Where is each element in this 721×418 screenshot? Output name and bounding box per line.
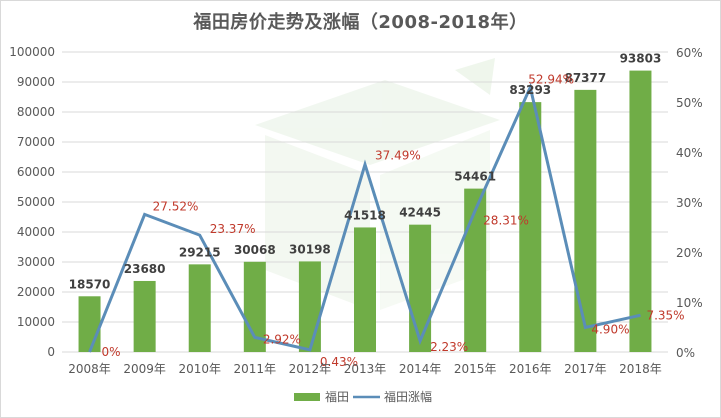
percent-label: 23.37%: [210, 222, 256, 236]
right-axis-tick: 10%: [676, 296, 703, 310]
left-axis-tick: 30000: [17, 255, 55, 269]
x-axis-tick: 2015年: [454, 362, 497, 376]
right-axis-tick: 40%: [676, 146, 703, 160]
legend-bar-swatch: [294, 393, 320, 401]
left-axis-tick: 20000: [17, 285, 55, 299]
bar: [78, 296, 101, 352]
x-axis-tick: 2017年: [564, 362, 607, 376]
right-axis-tick: 50%: [676, 96, 703, 110]
percent-label: 52.94%: [528, 72, 574, 86]
x-axis-tick: 2013年: [344, 362, 387, 376]
bar: [188, 264, 211, 352]
left-axis-tick: 10000: [17, 315, 55, 329]
bar: [133, 280, 156, 352]
bar-value-label: 87377: [564, 71, 606, 85]
chart-title: 福田房价走势及涨幅（2008-2018年）: [193, 12, 528, 33]
bar-value-label: 23680: [124, 262, 166, 276]
bar: [519, 102, 542, 352]
bar: [574, 89, 597, 352]
bar-value-label: 29215: [179, 245, 221, 259]
bar: [464, 188, 487, 352]
x-axis-tick: 2014年: [399, 362, 442, 376]
bar-value-label: 41518: [344, 208, 386, 222]
bar-value-label: 83293: [509, 83, 551, 97]
left-axis-tick: 90000: [17, 75, 55, 89]
line-series: [88, 82, 641, 353]
x-axis-tick: 2008年: [68, 362, 111, 376]
right-axis-tick: 20%: [676, 246, 703, 260]
x-axis-tick: 2010年: [178, 362, 221, 376]
legend: 福田 福田涨幅: [294, 389, 432, 404]
bar-value-label: 54461: [454, 170, 496, 184]
percent-labels: 0% 27.52% 23.37% 2.92% 0.43% 37.49% 2.23% 28.31…: [102, 72, 685, 369]
bar: [354, 227, 376, 352]
left-axis: 0 10000 20000 30000 40000 50000 60000 70000 8000…: [9, 45, 55, 359]
bar-value-label: 30068: [234, 243, 276, 257]
right-axis-tick: 0%: [676, 346, 695, 360]
growth-line: [88, 82, 641, 353]
bar-value-label: 18570: [69, 277, 111, 291]
bar-value-labels: 18570 23680 29215 30068 30198 41518 42445 54461…: [69, 52, 662, 292]
left-axis-tick: 70000: [17, 135, 55, 149]
left-axis-tick: 0: [47, 345, 55, 359]
right-axis-tick: 60%: [676, 46, 703, 60]
x-axis-tick: 2009年: [123, 362, 166, 376]
bar-series: [78, 70, 652, 352]
percent-label: 4.90%: [591, 323, 629, 337]
x-axis-tick: 2016年: [509, 362, 552, 376]
bar-value-label: 30198: [289, 242, 331, 256]
percent-label: 27.52%: [153, 199, 199, 213]
right-axis: 0% 10% 20% 30% 40% 50% 60%: [676, 46, 703, 360]
left-axis-tick: 60000: [17, 165, 55, 179]
bar: [409, 224, 432, 352]
percent-label: 37.49%: [375, 149, 421, 163]
right-axis-tick: 30%: [676, 196, 703, 210]
bar-value-label: 93803: [620, 52, 662, 66]
left-axis-tick: 80000: [17, 105, 55, 119]
watermark-logo: [255, 58, 500, 310]
bar-value-label: 42445: [399, 206, 441, 220]
x-axis-tick: 2012年: [289, 362, 332, 376]
percent-label: 0.43%: [320, 355, 358, 369]
bar: [298, 261, 321, 352]
percent-label: 2.92%: [263, 332, 301, 346]
x-axis: 2008年 2009年 2010年 2011年 2012年 2013年 2014年 2015年…: [68, 362, 661, 376]
legend-bar-label: 福田: [325, 389, 349, 404]
bar: [629, 70, 652, 352]
left-axis-tick: 100000: [9, 45, 55, 59]
left-axis-tick: 50000: [17, 195, 55, 209]
percent-label: 7.35%: [646, 308, 684, 322]
legend-line-label: 福田涨幅: [384, 389, 432, 404]
percent-label: 2.23%: [430, 340, 468, 354]
left-axis-tick: 40000: [17, 225, 55, 239]
x-axis-tick: 2018年: [619, 362, 662, 376]
percent-label: 28.31%: [483, 213, 529, 227]
percent-label: 0%: [102, 345, 121, 359]
x-axis-tick: 2011年: [234, 362, 277, 376]
